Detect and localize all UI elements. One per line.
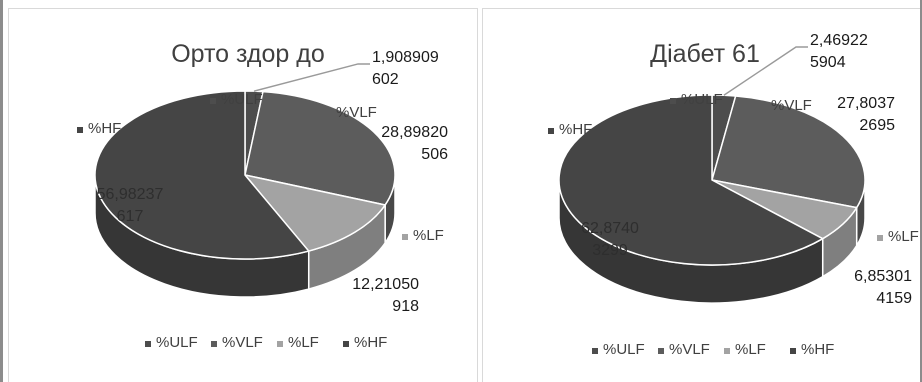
slice-category-label-ulf: %ULF	[681, 91, 723, 108]
legend-label-ulf: %ULF	[603, 341, 645, 358]
pie-slice-vlf	[711, 95, 866, 209]
pie-slice-hf	[558, 94, 824, 266]
page-edge-right	[920, 0, 922, 382]
pie-chart-1	[77, 63, 408, 347]
slice-category-label-lf: %LF	[413, 227, 444, 244]
leader-line-ulf	[723, 46, 808, 96]
slice-category-label-hf: %HF	[559, 121, 592, 138]
legend-swatch-vlf	[658, 348, 664, 354]
value-label-ulf: 1,908909 602	[372, 49, 439, 88]
pie-slice-hf	[94, 90, 310, 260]
value-label-hf: 56,98237 617	[97, 186, 164, 225]
pie-slice-vlf	[244, 90, 396, 206]
pie-chart-2	[548, 46, 883, 354]
value-label-lf: 6,85301 4159	[854, 268, 912, 307]
slice-category-label-vlf: %VLF	[336, 104, 377, 121]
legend-label-ulf: %ULF	[156, 334, 198, 351]
slice-marker-vlf	[760, 104, 766, 110]
leader-line-ulf	[253, 63, 370, 92]
legend-label-vlf: %VLF	[222, 334, 263, 351]
pie-slice-lf	[244, 174, 386, 252]
legend-swatch-hf	[343, 341, 349, 347]
slice-category-label-ulf: %ULF	[221, 91, 263, 108]
chart-title: Орто здор до	[171, 40, 325, 68]
value-label-vlf: 28,89820 506	[381, 124, 448, 163]
slice-marker-hf	[77, 127, 83, 133]
value-label-vlf: 27,8037 2695	[837, 95, 895, 134]
slice-marker-lf	[877, 235, 883, 241]
legend-label-lf: %LF	[288, 334, 319, 351]
legend-swatch-vlf	[211, 341, 217, 347]
slice-category-label-vlf: %VLF	[771, 97, 812, 114]
slice-category-label-lf: %LF	[888, 228, 919, 245]
slice-marker-lf	[402, 234, 408, 240]
legend-swatch-lf	[277, 341, 283, 347]
legend-label-lf: %LF	[735, 341, 766, 358]
value-label-ulf: 2,46922 5904	[810, 32, 868, 71]
chart-title: Діабет 61	[650, 40, 760, 68]
legend-label-hf: %HF	[801, 341, 834, 358]
slice-marker-ulf	[670, 98, 676, 104]
legend-label-vlf: %VLF	[669, 341, 710, 358]
legend-swatch-hf	[790, 348, 796, 354]
legend-swatch-ulf	[592, 348, 598, 354]
value-label-hf: 62,8740 3299	[581, 220, 639, 259]
slice-category-label-hf: %HF	[88, 120, 121, 137]
slice-marker-ulf	[210, 98, 216, 104]
legend-swatch-ulf	[145, 341, 151, 347]
page-edge-left	[0, 0, 3, 382]
legend-label-hf: %HF	[354, 334, 387, 351]
slice-marker-hf	[548, 128, 554, 134]
slice-marker-vlf	[325, 111, 331, 117]
legend-swatch-lf	[724, 348, 730, 354]
value-label-lf: 12,21050 918	[352, 276, 419, 315]
